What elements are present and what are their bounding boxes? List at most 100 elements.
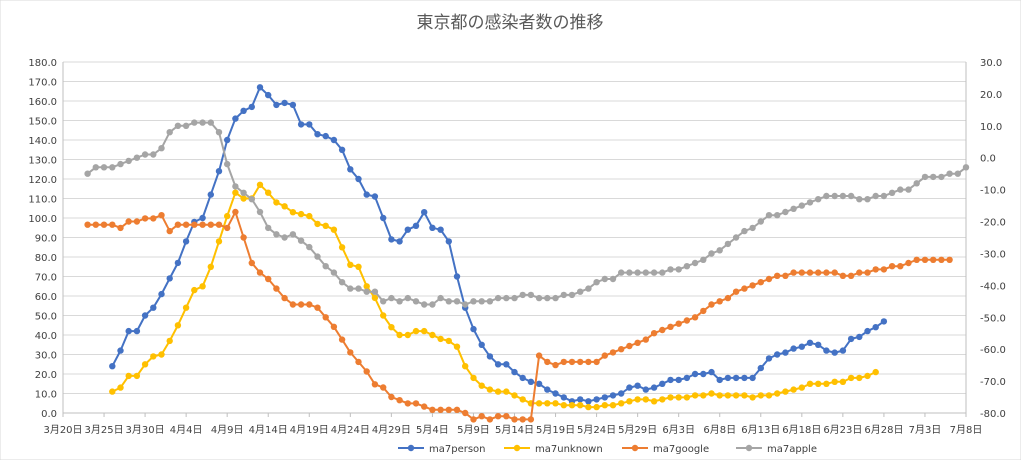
data-point: [289, 301, 297, 308]
data-point: [380, 312, 387, 319]
data-point: [224, 160, 231, 168]
data-point: [683, 394, 691, 401]
data-point: [609, 275, 617, 283]
data-point: [708, 250, 715, 257]
data-point: [618, 400, 625, 407]
data-point: [158, 351, 165, 358]
data-point: [856, 333, 863, 341]
data-point: [782, 208, 789, 216]
data-point: [782, 272, 789, 279]
data-point: [182, 304, 190, 311]
legend-label: ma7apple: [767, 444, 817, 455]
data-point: [535, 380, 543, 387]
x-tick-label: 3月25日: [84, 424, 123, 436]
data-point: [716, 298, 723, 305]
data-point: [437, 406, 444, 413]
data-point: [700, 392, 707, 399]
data-point: [363, 191, 370, 198]
data-point: [125, 218, 132, 225]
data-point: [412, 298, 420, 305]
x-tick-label: 5月14日: [495, 424, 534, 436]
data-point: [133, 154, 141, 161]
x-tick-label: 5月29日: [618, 424, 657, 436]
data-point: [815, 341, 822, 348]
series-ma7person: [109, 84, 888, 405]
data-point: [774, 390, 781, 397]
data-point: [273, 199, 280, 206]
left-tick-label: 30.0: [35, 351, 57, 362]
data-point: [141, 312, 149, 319]
right-tick-label: 30.0: [980, 58, 1002, 69]
data-point: [248, 103, 255, 111]
data-point: [765, 392, 773, 399]
data-point: [141, 151, 149, 158]
x-tick-label: 4月24日: [331, 424, 370, 436]
data-point: [182, 122, 190, 129]
data-point: [166, 275, 173, 282]
data-point: [232, 208, 239, 216]
data-point: [823, 192, 830, 200]
data-point: [297, 210, 305, 218]
data-point: [453, 343, 461, 350]
data-point: [182, 238, 190, 245]
data-point: [544, 400, 551, 407]
data-point: [314, 253, 321, 260]
data-point: [330, 323, 338, 330]
data-point: [831, 378, 838, 385]
data-point: [823, 269, 830, 276]
data-point: [765, 212, 773, 219]
data-point: [150, 353, 157, 360]
data-point: [741, 374, 748, 382]
data-point: [724, 294, 732, 302]
data-point: [437, 335, 444, 343]
right-tick-label: -30.0: [980, 249, 1006, 260]
data-point: [683, 317, 691, 324]
data-point: [642, 336, 649, 343]
data-point: [462, 363, 469, 370]
data-point: [92, 221, 100, 228]
data-point: [207, 119, 214, 126]
data-point: [691, 259, 699, 267]
data-point: [371, 193, 379, 200]
data-point: [659, 396, 666, 403]
data-point: [215, 221, 223, 228]
data-point: [790, 386, 797, 393]
left-tick-label: 120.0: [28, 175, 57, 186]
x-tick-label: 3月20日: [43, 424, 82, 436]
right-tick-label: -70.0: [980, 377, 1006, 388]
data-point: [798, 384, 805, 391]
data-point: [380, 214, 387, 222]
data-point: [691, 392, 699, 399]
data-point: [191, 286, 198, 294]
data-point: [100, 164, 108, 171]
data-point: [191, 119, 198, 126]
series-line-ma7google: [87, 211, 950, 421]
data-point: [839, 272, 847, 279]
right-tick-label: -10.0: [980, 186, 1006, 197]
data-point: [930, 256, 937, 263]
data-point: [577, 288, 584, 295]
data-point: [396, 238, 403, 245]
x-tick-label: 4月29日: [372, 424, 411, 436]
data-point: [117, 160, 124, 168]
series-ma7apple: [84, 119, 970, 308]
data-point: [938, 256, 945, 263]
data-point: [445, 238, 452, 245]
data-point: [700, 370, 707, 378]
data-point: [265, 275, 272, 283]
right-axis-ticks: 30.0 20.0 10.0 0.0 -10.0 -20.0 -30.0 -40.0 -50.0…: [980, 58, 1006, 420]
data-point: [150, 215, 157, 222]
data-point: [330, 136, 338, 144]
data-point: [297, 301, 305, 308]
data-point: [708, 368, 715, 376]
data-point: [174, 322, 182, 329]
data-point: [626, 384, 633, 391]
data-point: [289, 209, 297, 216]
data-point: [166, 227, 173, 235]
legend-label: ma7google: [653, 444, 709, 455]
data-point: [224, 224, 231, 232]
data-point: [347, 166, 354, 173]
data-point: [683, 263, 691, 270]
data-point: [544, 294, 551, 302]
